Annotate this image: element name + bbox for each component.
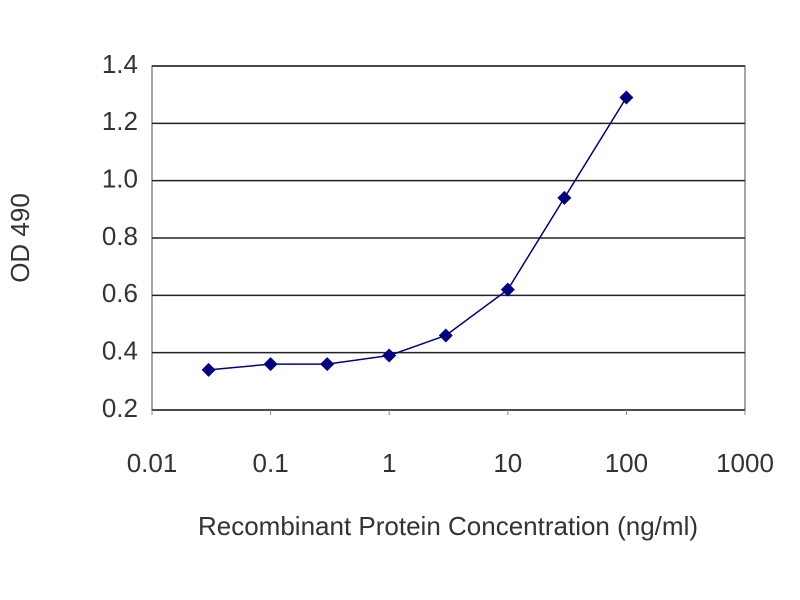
data-point (263, 357, 278, 372)
y-tick-label: 0.6 (102, 278, 138, 308)
x-tick-label: 0.01 (127, 448, 178, 478)
y-tick-label: 0.2 (102, 393, 138, 423)
x-tick-label: 1 (382, 448, 396, 478)
y-tick-label: 1.4 (102, 49, 138, 79)
data-point (619, 90, 634, 105)
y-tick-label: 0.4 (102, 336, 138, 366)
y-tick-label: 0.8 (102, 221, 138, 251)
data-point (320, 357, 335, 372)
x-tick-label: 100 (605, 448, 648, 478)
data-point (438, 328, 453, 343)
data-point (382, 348, 397, 363)
data-point (201, 362, 216, 377)
data-point (500, 282, 515, 297)
x-tick-label: 1000 (716, 448, 774, 478)
data-line (208, 97, 628, 371)
x-tick-label: 10 (493, 448, 522, 478)
x-tick-label: 0.1 (253, 448, 289, 478)
y-tick-label: 1.2 (102, 106, 138, 136)
data-point (557, 190, 572, 205)
y-axis-label: OD 490 (5, 193, 35, 283)
x-axis-label: Recombinant Protein Concentration (ng/ml… (198, 511, 698, 541)
y-tick-label: 1.0 (102, 164, 138, 194)
